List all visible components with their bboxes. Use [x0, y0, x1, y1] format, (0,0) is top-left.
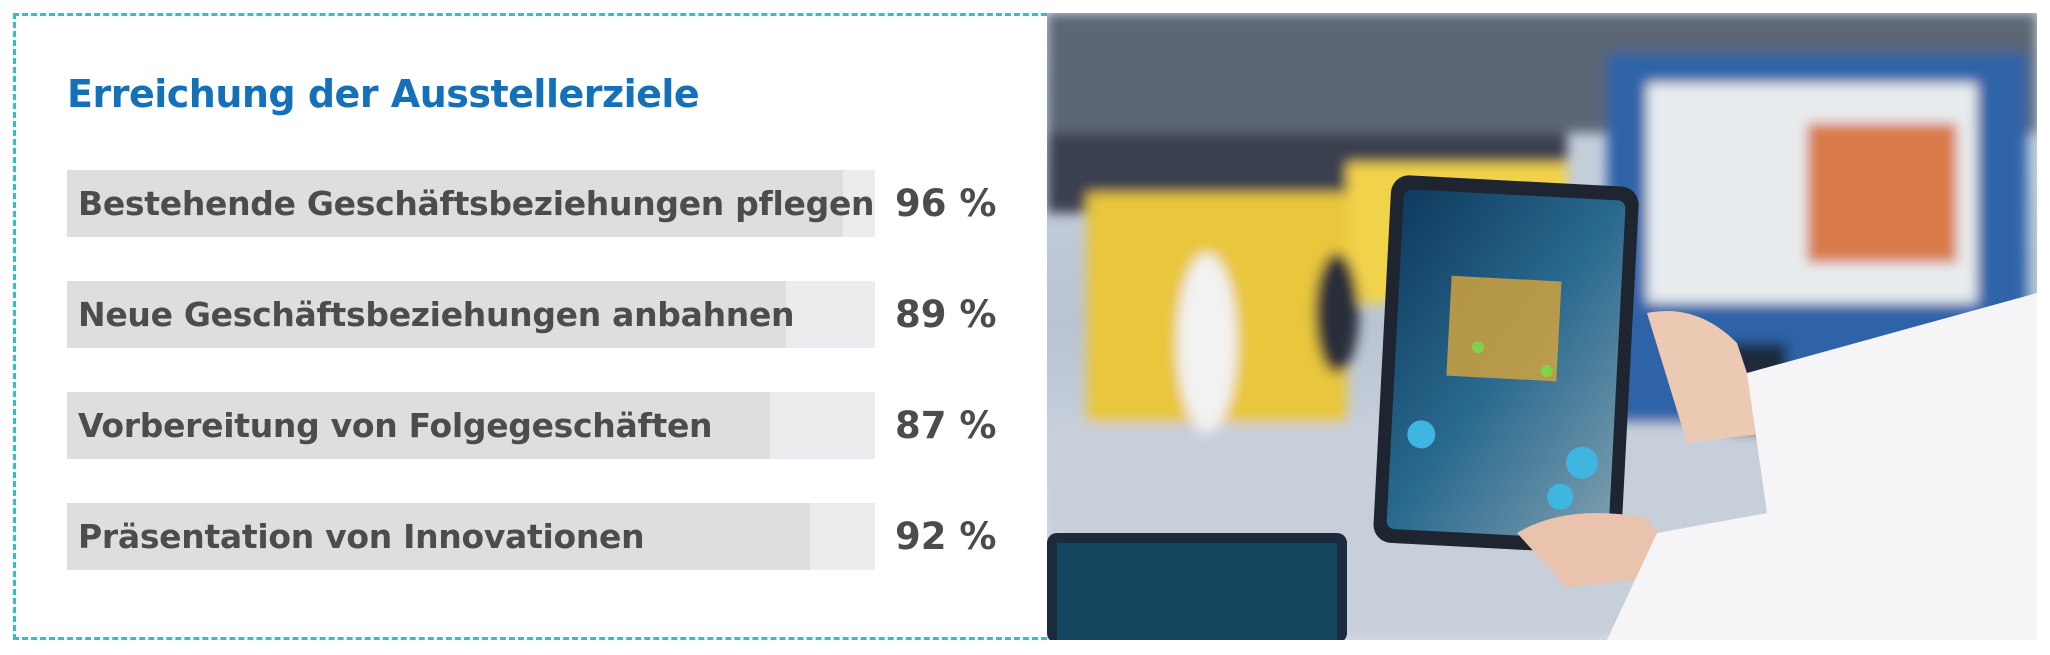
- category-label: Neue Geschäftsbeziehungen anbahnen: [78, 295, 795, 334]
- bar-row: Neue Geschäftsbeziehungen anbahnen 89 %: [67, 281, 996, 348]
- category-label: Präsentation von Innovationen: [78, 517, 645, 556]
- bar: [67, 170, 843, 237]
- bar-row: Vorbereitung von Folgegeschäften 87 %: [67, 392, 996, 459]
- category-label: Vorbereitung von Folgegeschäften: [78, 406, 713, 445]
- value-label: 87 %: [895, 404, 997, 447]
- value-label: 89 %: [895, 293, 997, 336]
- bar-row: Präsentation von Innovationen 92 %: [67, 503, 996, 570]
- bar: [67, 392, 770, 459]
- value-label: 96 %: [895, 182, 997, 225]
- chart-title: Erreichung der Ausstellerziele: [67, 72, 700, 116]
- value-label: 92 %: [895, 515, 997, 558]
- bar-row: Bestehende Geschäftsbeziehungen pflegen 9…: [67, 170, 996, 237]
- bar: [67, 281, 786, 348]
- trade-fair-photo: [1047, 13, 2037, 640]
- category-label: Bestehende Geschäftsbeziehungen pflegen: [78, 184, 875, 223]
- bar: [67, 503, 810, 570]
